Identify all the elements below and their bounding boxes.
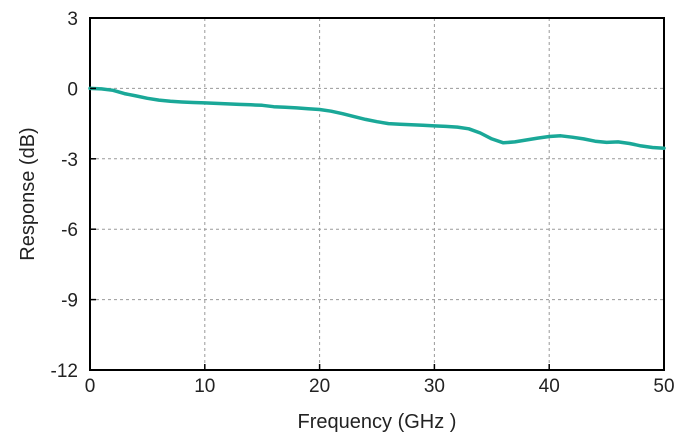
x-tick-label: 0 [85, 376, 96, 397]
y-axis-label: Response (dB) [17, 127, 39, 260]
y-axis-ticks: 3 0 -3 -6 -9 -12 [51, 9, 96, 382]
series-layer [88, 86, 666, 150]
x-axis-ticks: 0 10 20 30 40 50 [85, 364, 675, 397]
grid [90, 18, 664, 370]
response-line [88, 86, 666, 150]
x-tick-label: 20 [309, 376, 330, 397]
plot-area-frame [89, 17, 665, 371]
x-tick-label: 40 [539, 376, 560, 397]
y-tick-label: 0 [67, 79, 78, 100]
y-tick-label: -9 [61, 291, 78, 312]
x-tick-label: 30 [424, 376, 445, 397]
y-tick-label: 3 [67, 9, 78, 30]
y-tick-label: -6 [61, 220, 78, 241]
x-tick-label: 50 [653, 376, 674, 397]
y-tick-label: -12 [51, 361, 78, 382]
y-tick-label: -3 [61, 150, 78, 171]
x-tick-label: 10 [194, 376, 215, 397]
x-axis-label: Frequency (GHz ) [298, 411, 457, 433]
